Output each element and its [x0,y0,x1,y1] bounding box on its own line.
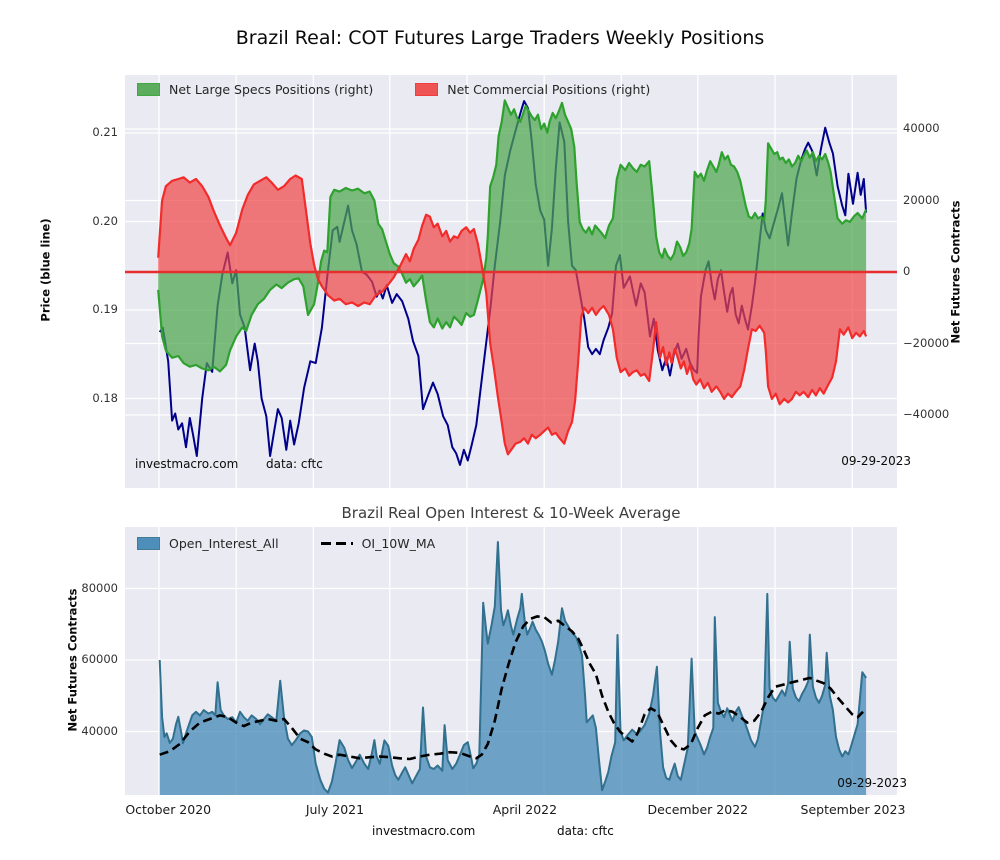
contracts-axis-label: Net Futures Contracts [948,200,963,344]
positions-legend: Net Large Specs Positions (right) Net Co… [137,82,650,97]
price-tick-label: 0.18 [92,390,118,405]
contracts-tick-label: −20000 [903,335,950,350]
x-tick-label: September 2023 [800,802,906,817]
source-annotation: investmacro.com [135,457,239,471]
price-tick-label: 0.19 [92,302,118,316]
specs-legend-swatch [137,83,160,96]
open-interest-legend-label: Open_Interest_All [169,536,279,551]
specs-line [157,99,868,373]
price-tick-label: 0.21 [92,125,118,139]
open-interest-area [159,542,867,795]
x-tick-label: July 2021 [305,802,365,817]
commercials-area [158,175,867,455]
page-title: Brazil Real: COT Futures Large Traders W… [235,27,765,49]
footer-data-source: data: cftc [557,824,614,838]
date-annotation: 09-29-2023 [841,454,911,468]
data-source-annotation: data: cftc [266,457,323,471]
open-interest-chart-canvas [125,527,897,795]
positions-chart-canvas [125,75,897,488]
commercials-legend-label: Net Commercial Positions (right) [447,82,651,97]
open-interest-legend: Open_Interest_All OI_10W_MA [137,536,435,551]
positions-chart: Net Large Specs Positions (right) Net Co… [125,75,911,488]
commercials-line [157,174,868,456]
date-annotation: 09-29-2023 [837,776,907,790]
contracts-tick-label: 40000 [903,121,940,135]
open-interest-line [158,541,867,794]
price-axis-label: Price (blue line) [38,218,53,322]
contracts-tick-label: −40000 [903,407,950,421]
specs-legend-label: Net Large Specs Positions (right) [169,82,374,97]
open-interest-chart: Open_Interest_All OI_10W_MA 09-29-2023 [125,527,907,795]
x-tick-label: October 2020 [125,802,212,817]
contracts-tick-label: 20000 [903,192,940,207]
x-tick-label: December 2022 [647,802,749,817]
oi-tick-label: 40000 [81,723,118,738]
oi-tick-label: 80000 [81,580,118,595]
footer-source: investmacro.com [372,824,476,838]
open-interest-legend-swatch [137,537,160,550]
oi-tick-label: 60000 [81,652,118,666]
price-tick-label: 0.20 [92,213,118,228]
moving-average-legend-line [320,542,353,545]
moving-average-legend-label: OI_10W_MA [361,536,436,551]
commercials-legend-swatch [415,83,439,96]
contracts-tick-label: 0 [903,264,911,278]
specs-area [158,100,867,372]
open-interest-title: Brazil Real Open Interest & 10-Week Aver… [341,504,681,522]
x-tick-label: April 2022 [492,802,558,817]
moving-average-line [159,615,864,761]
